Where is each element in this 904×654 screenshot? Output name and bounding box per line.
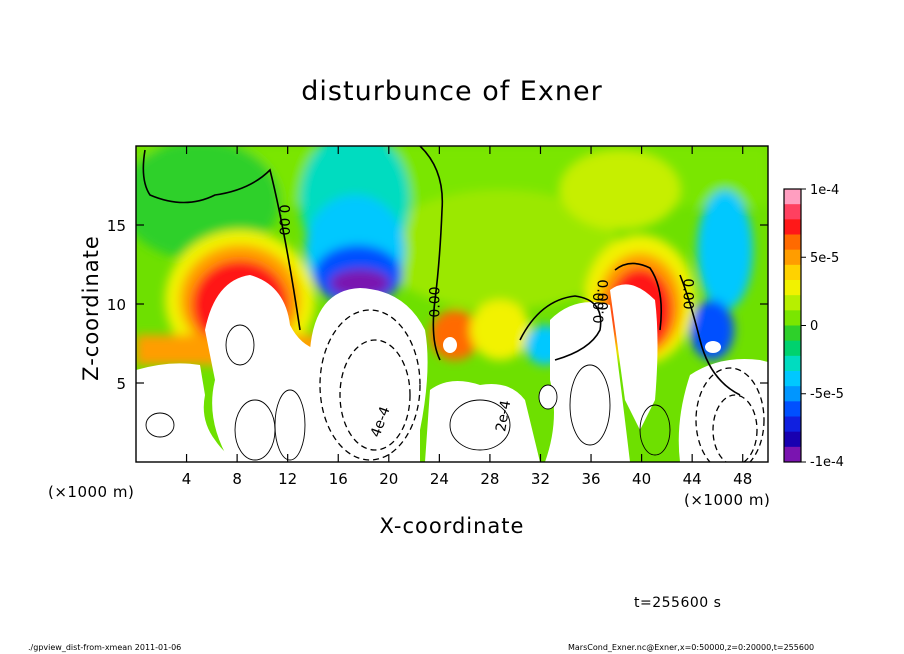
footer-left: ./gpview_dist-from-xmean 2011-01-06 [28, 643, 182, 652]
y-tick-label: 5 [116, 375, 126, 393]
colorbar [784, 188, 806, 463]
colorbar-swatch [784, 280, 801, 296]
colorbar-swatch [784, 204, 801, 220]
x-tick-label: 8 [232, 470, 242, 488]
x-tick-label: 48 [733, 470, 752, 488]
colorbar-swatch [784, 431, 801, 448]
time-label: t=255600 s [634, 595, 722, 611]
x-tick-label: 12 [278, 470, 297, 488]
colorbar-label: 0 [810, 319, 819, 334]
colorbar-swatch [784, 249, 801, 266]
colorbar-label: -1e-4 [810, 455, 844, 470]
colorbar-swatch [784, 219, 801, 235]
contour-label: 0.00 [427, 286, 444, 318]
contour-label: 0.00 [593, 279, 610, 311]
colorbar-swatch [784, 264, 801, 281]
colorbar-label: 5e-5 [810, 251, 840, 266]
colorbar-frame [783, 188, 802, 463]
x-unit-right: (×1000 m) [684, 491, 771, 509]
contour-label: 0.00 [679, 278, 696, 310]
colorbar-swatch [784, 416, 801, 433]
y-tick-label: 15 [107, 217, 126, 235]
colorbar-swatch [784, 371, 801, 387]
x-tick-label: 32 [531, 470, 550, 488]
x-axis-ticks: 4 8 12 16 20 24 28 32 36 40 44 48 [182, 146, 752, 488]
x-tick-label: 24 [430, 470, 449, 488]
colorbar-swatch [784, 189, 801, 205]
x-unit-left: (×1000 m) [48, 483, 135, 501]
y-tick-label: 10 [107, 296, 126, 314]
colorbar-swatch [784, 355, 801, 372]
x-tick-label: 40 [632, 470, 651, 488]
x-tick-label: 28 [480, 470, 499, 488]
color-field [136, 146, 768, 462]
colorbar-swatch [784, 340, 801, 357]
colorbar-swatch [784, 446, 801, 463]
colorbar-swatch [784, 310, 801, 326]
contour-label: 0.00 [275, 204, 292, 236]
colorbar-swatch [784, 295, 801, 311]
footer-right: MarsCond_Exner.nc@Exner,x=0:50000,z=0:20… [568, 643, 815, 652]
x-tick-label: 44 [683, 470, 702, 488]
colorbar-swatch [784, 386, 801, 402]
y-axis-ticks: 5 10 15 [107, 217, 768, 393]
colorbar-label: 1e-4 [810, 183, 840, 198]
colorbar-swatch [784, 401, 801, 417]
x-tick-label: 36 [581, 470, 600, 488]
y-axis-label: Z-coordinate [79, 235, 103, 381]
colorbar-label: -5e-5 [810, 387, 844, 402]
chart-title: disturbunce of Exner [301, 76, 603, 107]
x-tick-label: 16 [329, 470, 348, 488]
x-tick-label: 4 [182, 470, 192, 488]
x-axis-label: X-coordinate [379, 514, 525, 538]
colorbar-swatch [784, 325, 801, 342]
colorbar-swatch [784, 234, 801, 251]
x-tick-label: 20 [379, 470, 398, 488]
